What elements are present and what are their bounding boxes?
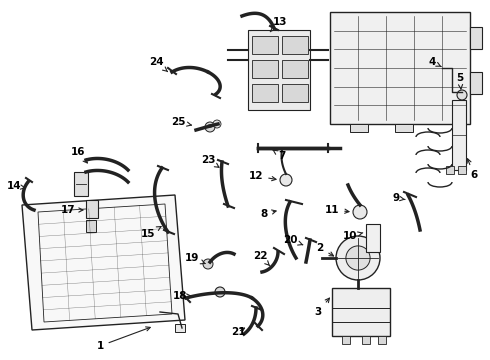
Bar [282,36,308,54]
Bar [86,220,96,232]
Text: 19: 19 [185,253,205,264]
Circle shape [336,236,380,280]
Bar [252,84,278,102]
Text: 6: 6 [467,159,478,180]
Text: 16: 16 [71,147,87,163]
Circle shape [213,120,221,128]
Circle shape [457,90,467,100]
Bar [282,84,308,102]
Text: 14: 14 [7,181,25,191]
Text: 10: 10 [343,231,363,241]
Bar [378,336,386,344]
Bar [395,124,413,132]
Bar [446,166,454,174]
Bar [452,100,466,170]
Text: 25: 25 [171,117,191,127]
Text: 17: 17 [61,205,83,215]
Circle shape [280,174,292,186]
Bar [252,36,278,54]
Bar [470,27,482,49]
Polygon shape [22,195,185,330]
Text: 12: 12 [249,171,276,181]
Bar [282,60,308,78]
Bar [74,172,88,196]
Text: 2: 2 [317,243,334,256]
Text: 22: 22 [253,251,270,266]
Text: 20: 20 [283,235,303,245]
Text: 23: 23 [201,155,219,167]
Text: 8: 8 [260,209,276,219]
Circle shape [346,246,370,270]
Text: 7: 7 [273,150,286,161]
Text: 5: 5 [456,73,464,89]
Bar [458,166,466,174]
Text: 9: 9 [392,193,405,203]
Bar [252,60,278,78]
Circle shape [203,259,213,269]
Bar [248,30,310,110]
Bar [332,288,390,336]
Circle shape [353,205,367,219]
Text: 24: 24 [148,57,168,72]
Bar [86,200,98,218]
Bar [362,336,370,344]
Text: 11: 11 [325,205,349,215]
Bar [342,336,350,344]
Bar [366,224,380,252]
Circle shape [215,287,225,297]
Text: 21: 21 [231,327,245,337]
Circle shape [205,122,215,132]
Text: 13: 13 [270,17,287,32]
Bar [350,124,368,132]
Bar [470,72,482,94]
Text: 18: 18 [173,291,191,301]
Text: 4: 4 [428,57,441,67]
Text: 1: 1 [97,327,150,351]
Bar [330,12,470,124]
Text: 15: 15 [141,226,161,239]
Bar [175,324,185,332]
Text: 3: 3 [315,298,329,317]
